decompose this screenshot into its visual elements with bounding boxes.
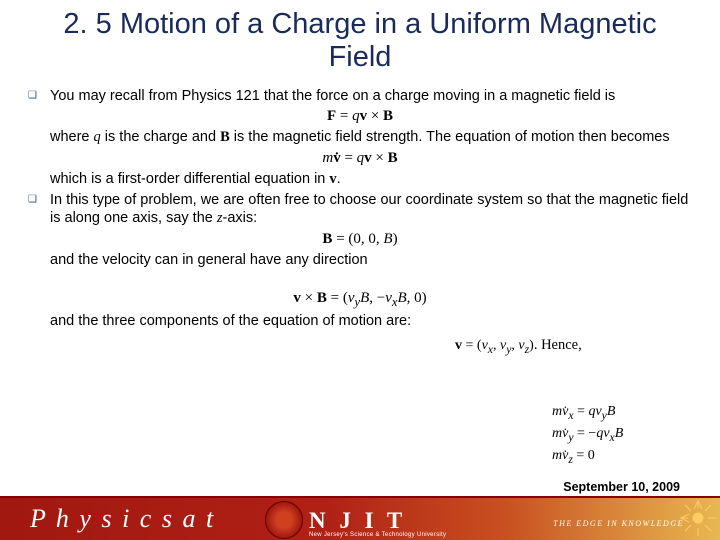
footer-band: P h y s i c s a t N J I T New Jersey's S…	[0, 498, 720, 540]
equation-eom-3: mv̇z = 0	[552, 448, 595, 466]
slide: 2. 5 Motion of a Charge in a Uniform Mag…	[0, 0, 720, 540]
bullet-text: You may recall from Physics 121 that the…	[50, 87, 692, 106]
equation: mv̇ = qv × B	[28, 149, 692, 168]
njit-seal-icon	[265, 501, 303, 539]
paragraph: where q is the charge and B is the magne…	[28, 128, 692, 147]
text: is the charge and	[101, 129, 220, 145]
variable-v: v	[329, 171, 336, 187]
paragraph: and the three components of the equation…	[28, 312, 692, 331]
slide-content: ❑ You may recall from Physics 121 that t…	[0, 81, 720, 331]
equation-eom-1: mv̇x = qvyB	[552, 404, 615, 422]
text: where	[50, 129, 94, 145]
variable-B: B	[220, 129, 230, 145]
text: is the magnetic field strength. The equa…	[230, 129, 670, 145]
bullet-marker-icon: ❑	[28, 87, 50, 106]
variable-q: q	[94, 129, 101, 145]
bullet-item: ❑ You may recall from Physics 121 that t…	[28, 87, 692, 106]
text: .	[337, 171, 341, 187]
footer: P h y s i c s a t N J I T New Jersey's S…	[0, 484, 720, 540]
paragraph: and the velocity can in general have any…	[28, 251, 692, 271]
sun-icon	[678, 498, 718, 538]
equation: v × B = (vyB, −vxB, 0)	[28, 289, 692, 310]
physics-at-logo: P h y s i c s a t	[0, 504, 215, 534]
njit-letters: N J I T	[309, 509, 446, 532]
slide-title: 2. 5 Motion of a Charge in a Uniform Mag…	[0, 0, 720, 81]
text: . Hence,	[534, 337, 582, 353]
equation: F = qv × B	[28, 107, 692, 126]
text: In this type of problem, we are often fr…	[50, 192, 688, 227]
equation-eom-2: mv̇y = −qvxB	[552, 426, 623, 444]
text: which is a first-order differential equa…	[50, 171, 329, 187]
text: -axis:	[223, 210, 258, 226]
equation: B = (0, 0, B)	[28, 230, 692, 249]
text: and the velocity can in general have any…	[50, 252, 368, 268]
bullet-item: ❑ In this type of problem, we are often …	[28, 191, 692, 228]
bullet-text: In this type of problem, we are often fr…	[50, 191, 692, 228]
edge-tagline: THE EDGE IN KNOWLEDGE	[553, 519, 684, 528]
equation-inline-v: v = (vx, vy, vz). Hence,	[455, 337, 582, 356]
bullet-marker-icon: ❑	[28, 191, 50, 228]
njit-subtitle: New Jersey's Science & Technology Univer…	[309, 532, 446, 538]
njit-text: N J I T New Jersey's Science & Technolog…	[309, 509, 446, 540]
njit-logo: N J I T New Jersey's Science & Technolog…	[265, 493, 446, 540]
paragraph: You may recall from Physics 121 that the…	[50, 88, 615, 104]
paragraph: which is a first-order differential equa…	[28, 170, 692, 189]
